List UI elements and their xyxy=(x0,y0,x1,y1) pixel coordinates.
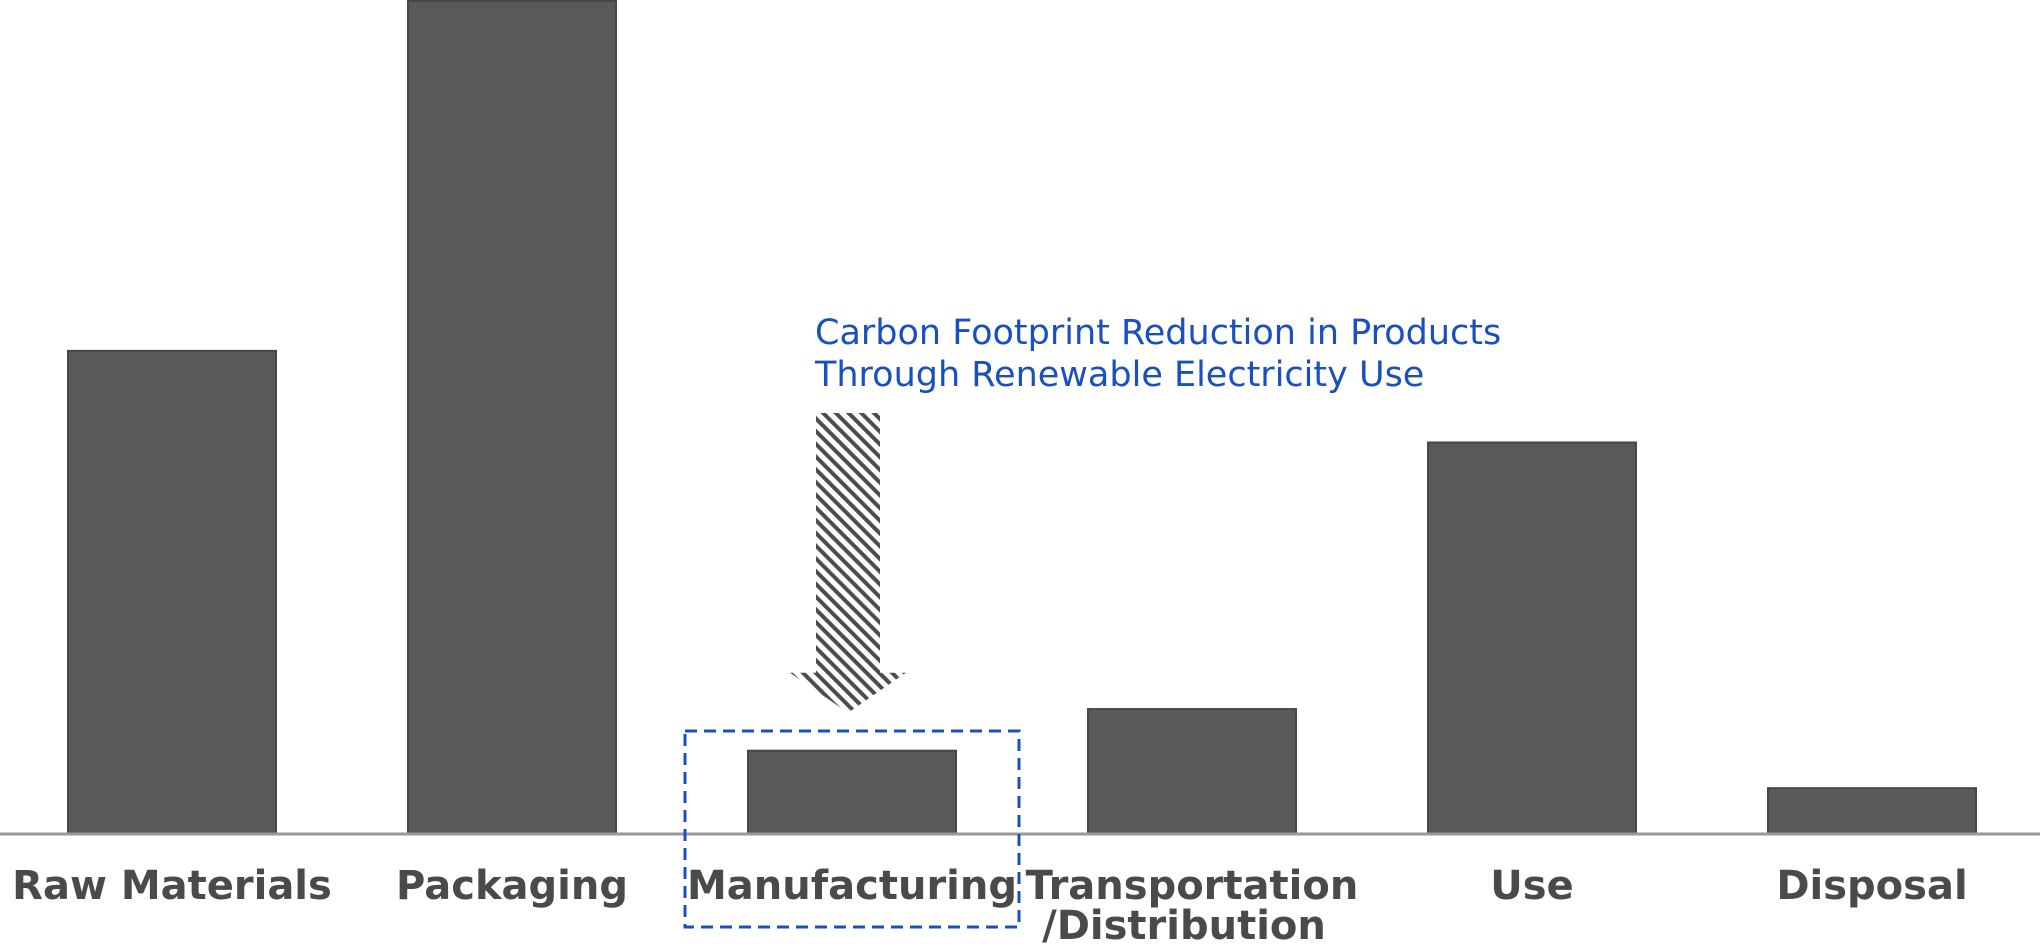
bar-use xyxy=(1427,441,1637,835)
annotation-line-1: Carbon Footprint Reduction in Products xyxy=(815,313,1501,353)
manufacturing-highlight-box xyxy=(683,729,1021,929)
bars-group xyxy=(67,0,1977,836)
bar-manufacturing xyxy=(747,749,957,836)
bar-transportation-distribution xyxy=(1087,708,1297,835)
category-label-transportation-distribution: Transportation/Distribution xyxy=(1026,863,1359,949)
bar-raw-materials xyxy=(67,349,277,835)
category-labels: Raw Materials Packaging Manufacturing Trans… xyxy=(12,863,1968,949)
annotation-line-2: Through Renewable Electricity Use xyxy=(814,355,1424,395)
category-label-raw-materials: Raw Materials xyxy=(12,863,332,909)
category-label-manufacturing: Manufacturing xyxy=(687,863,1017,909)
category-label-use: Use xyxy=(1490,863,1573,909)
bar-disposal xyxy=(1767,787,1977,835)
reduction-arrow-icon xyxy=(790,413,906,713)
category-label-disposal: Disposal xyxy=(1776,863,1967,909)
bar-packaging xyxy=(407,0,617,835)
category-label-packaging: Packaging xyxy=(396,863,628,909)
